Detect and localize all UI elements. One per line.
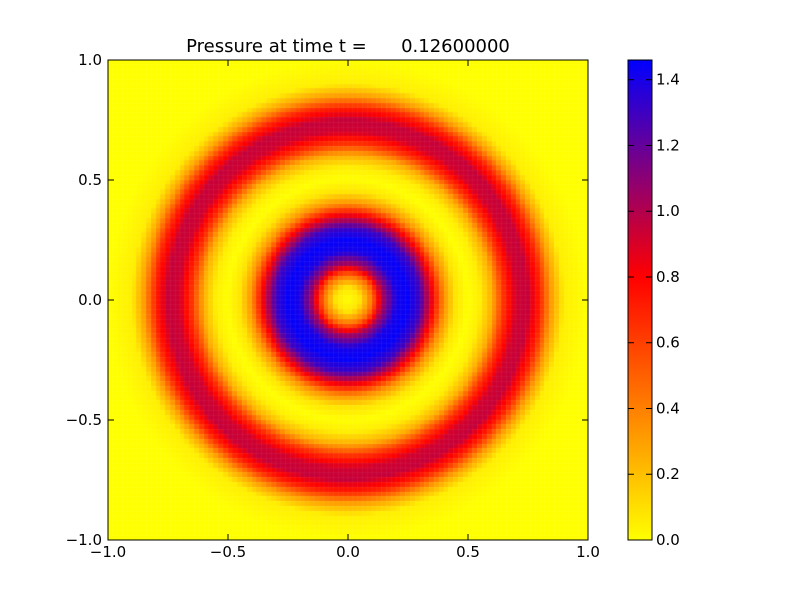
y-tick-label: 1.0 xyxy=(78,51,102,69)
y-axis: −1.0 −0.5 0.0 0.5 1.0 xyxy=(66,51,588,549)
x-tick-label: −0.5 xyxy=(210,543,246,561)
colorbar-tick-label: 1.0 xyxy=(656,202,680,220)
x-axis: −1.0 −0.5 0.0 0.5 1.0 xyxy=(90,60,600,561)
heatmap-canvas-holder xyxy=(108,60,588,540)
colorbar-tick-label: 1.2 xyxy=(656,136,680,154)
heatmap-canvas xyxy=(108,60,588,540)
colorbar-ticks: 0.0 0.2 0.4 0.6 0.8 1.0 1.2 1.4 xyxy=(628,71,680,549)
y-tick-label: 0.5 xyxy=(78,171,102,189)
y-tick-label: −1.0 xyxy=(66,531,102,549)
chart-title: Pressure at time t = 0.12600000 xyxy=(186,36,510,57)
x-tick-label: 1.0 xyxy=(576,543,600,561)
colorbar-tick-label: 0.6 xyxy=(656,334,680,352)
colorbar-tick-label: 0.4 xyxy=(656,399,680,417)
colorbar-tick-label: 0.2 xyxy=(656,465,680,483)
y-tick-label: −0.5 xyxy=(66,411,102,429)
colorbar-tick-label: 0.0 xyxy=(656,531,680,549)
x-tick-label: −1.0 xyxy=(90,543,126,561)
colorbar-tick-label: 1.4 xyxy=(656,71,680,89)
y-tick-label: 0.0 xyxy=(78,291,102,309)
x-tick-label: 0.5 xyxy=(456,543,480,561)
x-tick-label: 0.0 xyxy=(336,543,360,561)
heatmap-plot-area xyxy=(107,59,589,541)
colorbar-gradient xyxy=(627,59,653,541)
colorbar-tick-label: 0.8 xyxy=(656,268,680,286)
colorbar: 0.0 0.2 0.4 0.6 0.8 1.0 1.2 1.4 xyxy=(627,59,680,549)
